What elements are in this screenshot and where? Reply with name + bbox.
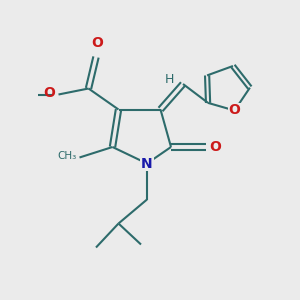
Text: O: O — [92, 36, 104, 50]
Text: H: H — [165, 73, 174, 86]
Text: N: N — [141, 157, 153, 170]
Text: O: O — [209, 140, 221, 154]
Text: CH₃: CH₃ — [57, 151, 76, 161]
Text: O: O — [229, 103, 240, 118]
Text: O: O — [43, 86, 55, 100]
